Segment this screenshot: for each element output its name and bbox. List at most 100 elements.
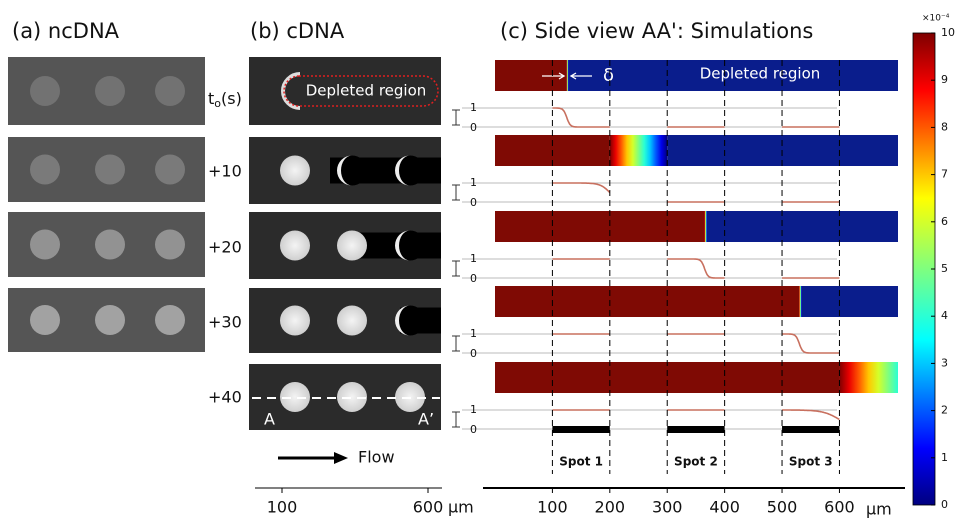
depleted-outline (283, 75, 439, 107)
dna-spot (395, 305, 425, 336)
profile-label: 0 (470, 121, 477, 134)
gradient-zone (566, 60, 569, 91)
colorbar-tick-label: 9 (941, 73, 948, 86)
spot-bar (552, 426, 610, 433)
profile-label: 1 (470, 101, 477, 114)
time-label: +10 (208, 162, 242, 181)
dna-spot (155, 76, 185, 106)
spot-label: Spot 2 (674, 455, 718, 469)
gradient-zone (799, 286, 802, 317)
spot-edge (337, 155, 352, 186)
colorbar-tick-label: 6 (941, 215, 948, 228)
dna-spot (337, 155, 367, 186)
spot-edge (281, 72, 301, 110)
x-tick-label: 500 (767, 498, 798, 517)
saturated-zone (495, 286, 800, 317)
scale-bracket (452, 109, 460, 126)
time-label: +40 (208, 388, 242, 407)
micrograph (8, 137, 205, 202)
profile-curve (552, 182, 611, 194)
panel-title: (c) Side view AA': Simulations (500, 19, 813, 43)
dna-spot (155, 305, 185, 335)
dna-spot (155, 229, 185, 260)
colorbar-tick-label: 7 (941, 168, 948, 181)
time-label: +20 (208, 238, 242, 257)
colorbar-exponent: ×10⁻⁴ (922, 14, 950, 24)
spot-edge (395, 155, 410, 186)
profile-label: 0 (470, 347, 477, 360)
scale-bracket (452, 184, 460, 201)
dna-spot (95, 305, 125, 335)
dna-spot (95, 229, 125, 260)
x-tick-label: 300 (652, 498, 683, 517)
dna-spot (337, 230, 367, 261)
profile-curve (552, 107, 610, 128)
annotation: Depleted region (306, 82, 427, 100)
flow-head (334, 452, 348, 464)
spot-label: Spot 1 (559, 455, 603, 469)
time-label: +30 (208, 313, 242, 332)
scale-bracket (452, 411, 460, 428)
dna-spot (30, 154, 60, 185)
dna-spot (30, 76, 60, 106)
profile-curve (782, 409, 840, 421)
annotation: Depleted region (700, 65, 821, 83)
colorbar-tick-label: 10 (941, 26, 955, 39)
dna-spot (95, 76, 125, 106)
dna-spot (395, 155, 425, 186)
x-tick-label: 100 (267, 498, 298, 517)
time-unit: (s) (221, 89, 242, 108)
saturated-zone (495, 211, 705, 242)
depleted-zone (568, 60, 898, 91)
x-tick-label: 100 (537, 498, 568, 517)
profile-curve (667, 258, 725, 279)
profile-label: 1 (470, 252, 477, 265)
dna-spot (337, 382, 367, 412)
annotation: Flow (358, 448, 395, 467)
dna-spot (30, 229, 60, 260)
panel-title: (a) ncDNA (12, 19, 120, 43)
dna-spot (280, 382, 310, 412)
dna-spot (155, 154, 185, 185)
profile-curve (782, 333, 840, 354)
annotation: A (264, 410, 275, 429)
profile-label: 1 (470, 403, 477, 416)
spot-edge (395, 230, 410, 261)
profile-label: 1 (470, 327, 477, 340)
colorbar-tick-label: 1 (941, 451, 948, 464)
axis-unit: µm (448, 498, 474, 517)
dna-spot (30, 305, 60, 335)
colorbar-tick-label: 4 (941, 309, 948, 322)
time-sub: o (214, 97, 221, 110)
dna-spot (280, 305, 310, 336)
colorbar-tick-label: 5 (941, 262, 948, 275)
depleted-zone (706, 211, 898, 242)
annotation: A’ (418, 410, 434, 429)
dna-spot (95, 154, 125, 185)
colorbar-tick-label: 8 (941, 120, 948, 133)
dna-spot (337, 305, 367, 336)
axis-unit: µm (866, 500, 892, 519)
x-tick-label: 200 (595, 498, 626, 517)
gradient-zone (609, 135, 668, 166)
micrograph (8, 57, 205, 125)
dna-spot (280, 155, 310, 186)
depleted-zone (801, 286, 898, 317)
profile-label: 0 (470, 423, 477, 436)
dna-spot (280, 230, 310, 261)
scale-bracket (452, 260, 460, 277)
spot-bar (667, 426, 725, 433)
colorbar-tick-label: 2 (941, 404, 948, 417)
depleted-zone (667, 135, 898, 166)
colorbar-tick-label: 0 (941, 498, 948, 511)
annotation: δ (603, 65, 614, 86)
scale-bracket (452, 335, 460, 352)
profile-label: 0 (470, 272, 477, 285)
gradient-zone (704, 211, 707, 242)
saturated-zone (495, 362, 840, 393)
x-tick-label: 600 (824, 498, 855, 517)
micrograph (8, 212, 205, 277)
profile-label: 1 (470, 176, 477, 189)
dna-spot (395, 230, 425, 261)
